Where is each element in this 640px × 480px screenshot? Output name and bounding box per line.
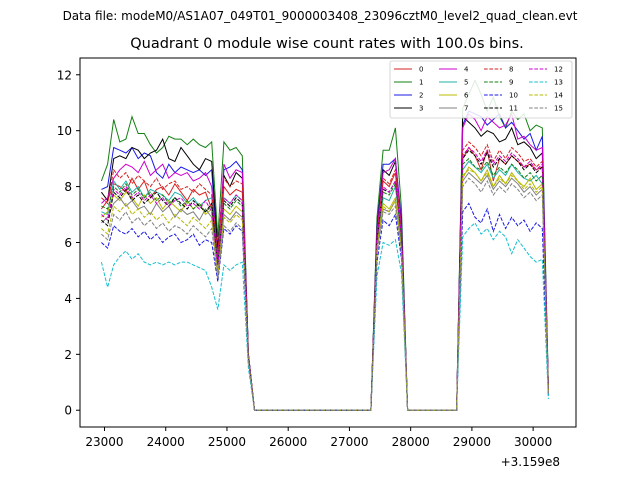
legend-label-4: 4 (464, 66, 469, 74)
y-tick-label: 0 (64, 404, 72, 418)
y-tick-label: 6 (64, 236, 72, 250)
y-tick-label: 8 (64, 180, 72, 194)
x-tick-label: 26000 (269, 435, 307, 449)
x-tick-label: 25000 (208, 435, 246, 449)
legend-label-1: 1 (419, 79, 423, 87)
series-line-5 (101, 160, 549, 411)
legend-label-8: 8 (509, 66, 513, 74)
legend-box (389, 60, 573, 119)
y-tick-label: 4 (64, 292, 72, 306)
x-tick-label: 28000 (392, 435, 430, 449)
series-line-12 (101, 146, 549, 411)
x-offset-label: +3.159e8 (501, 455, 560, 469)
legend-label-14: 14 (554, 92, 563, 100)
x-tick-label: 30000 (514, 435, 552, 449)
legend-label-12: 12 (554, 66, 563, 74)
plot-lines (100, 79, 549, 411)
y-tick-label: 2 (64, 348, 72, 362)
legend-label-7: 7 (464, 105, 468, 113)
legend-label-10: 10 (509, 92, 518, 100)
legend-label-3: 3 (419, 105, 423, 113)
series-line-13 (100, 222, 549, 411)
series-line-15 (101, 177, 549, 411)
series-line-3 (100, 115, 549, 411)
series-line-11 (101, 149, 549, 411)
x-tick-label: 27000 (330, 435, 368, 449)
x-tick-label: 24000 (147, 435, 185, 449)
y-tick-label: 12 (57, 68, 72, 82)
x-tick-label: 23000 (85, 435, 123, 449)
x-tick-label: 29000 (453, 435, 491, 449)
y-tick-label: 10 (57, 124, 72, 138)
legend-label-13: 13 (554, 79, 563, 87)
legend-label-11: 11 (509, 105, 518, 113)
series-line-7 (101, 171, 549, 411)
legend-label-6: 6 (464, 92, 469, 100)
plot-frame (79, 57, 577, 428)
series-line-8 (101, 141, 549, 411)
legend-label-5: 5 (464, 79, 468, 87)
axis-ticks: 23000 24000 25000 26000 27000 28000 29000 30000… (57, 68, 553, 449)
legend-label-0: 0 (419, 66, 423, 74)
legend-label-9: 9 (509, 79, 513, 87)
chart-suptitle: Data file: modeM0/AS1A07_049T01_90000034… (63, 9, 578, 23)
series-line-9 (101, 157, 549, 411)
legend-label-15: 15 (554, 105, 563, 113)
legend-label-2: 2 (419, 92, 423, 100)
series-line-14 (101, 169, 549, 411)
series-line-0 (100, 146, 549, 411)
chart-title: Quadrant 0 module wise count rates with … (130, 36, 524, 52)
